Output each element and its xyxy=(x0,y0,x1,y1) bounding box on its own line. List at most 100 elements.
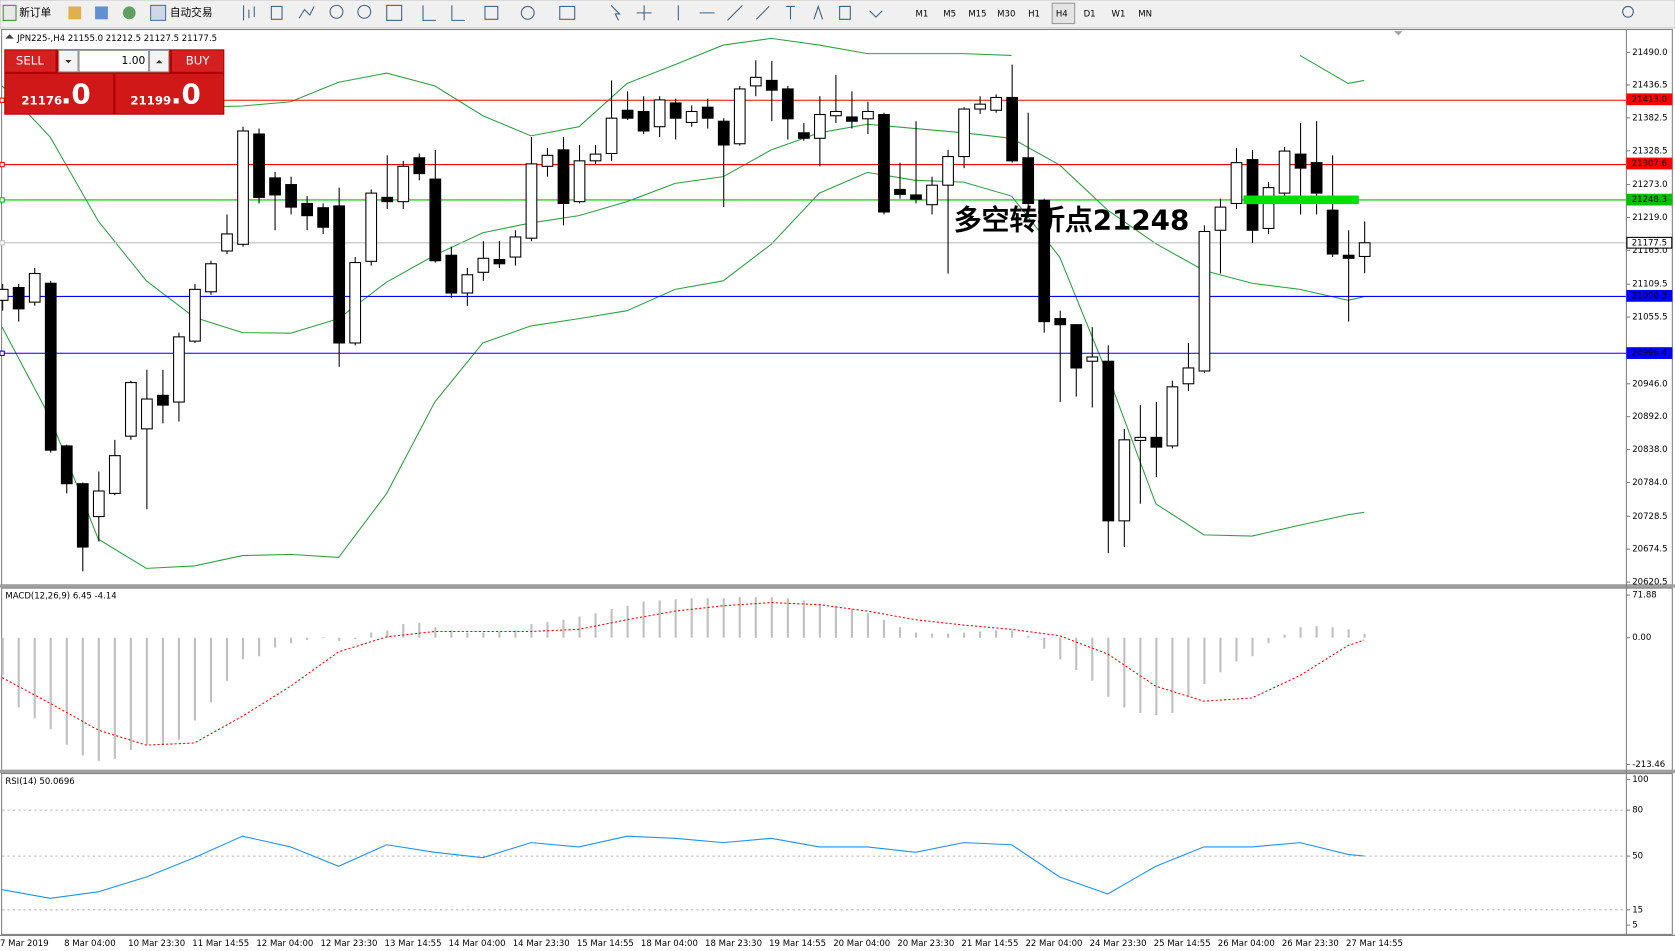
tool-icon[interactable] xyxy=(422,5,465,21)
candle-body xyxy=(1230,162,1243,205)
y-tick-label: 20674.5 xyxy=(1632,545,1667,555)
candle-body xyxy=(1134,436,1147,441)
sell-price-button[interactable] xyxy=(5,73,114,114)
panel-icon xyxy=(5,34,14,39)
panel-separator xyxy=(0,584,1675,588)
x-tick-label: 13 Mar 14:55 xyxy=(385,939,442,949)
candle-body xyxy=(413,157,426,175)
candle-body xyxy=(1086,356,1099,362)
pivot-marker xyxy=(1243,195,1359,205)
bid-pips[interactable]: .0 xyxy=(61,77,91,110)
x-tick-label: 24 Mar 23:30 xyxy=(1090,939,1147,949)
candle-body xyxy=(765,79,778,91)
x-tick-label: 25 Mar 14:55 xyxy=(1154,939,1211,949)
candle-body xyxy=(1038,199,1051,323)
price-label: 21090.3 xyxy=(1632,291,1667,301)
candle-body xyxy=(797,132,810,139)
timeframe-button[interactable]: H4 xyxy=(1056,9,1068,19)
volume-value[interactable]: 1.00 xyxy=(122,54,146,67)
tool-icon[interactable] xyxy=(122,6,136,20)
tool-icon[interactable] xyxy=(559,5,576,20)
candle-body xyxy=(878,113,890,213)
candle-body xyxy=(1070,324,1083,369)
y-tick-label: 0.00 xyxy=(1632,633,1651,643)
timeframe-button[interactable]: H1 xyxy=(1028,9,1040,19)
tool-icon[interactable] xyxy=(386,4,403,21)
sell-label[interactable]: SELL xyxy=(16,54,44,68)
timeframe-button[interactable]: M5 xyxy=(943,9,956,19)
price-label-box xyxy=(1626,289,1673,302)
candle-body xyxy=(701,106,714,119)
y-tick-label: 21055.5 xyxy=(1632,313,1667,323)
tool-icon[interactable] xyxy=(329,4,344,19)
auto-trading-icon[interactable] xyxy=(150,4,167,21)
y-tick-label: 50 xyxy=(1632,852,1643,862)
toolbar xyxy=(0,0,1675,29)
x-tick-label: 12 Mar 23:30 xyxy=(320,939,377,949)
bollinger-lower xyxy=(1,171,1365,569)
y-tick-label: 20946.0 xyxy=(1632,379,1667,389)
buy-price-button[interactable] xyxy=(115,73,224,114)
x-tick-label: 14 Mar 23:30 xyxy=(513,939,570,949)
line-handle xyxy=(0,350,5,356)
x-tick-label: 27 Mar 14:55 xyxy=(1346,939,1403,949)
y-tick-label: 20620.5 xyxy=(1632,578,1667,588)
tool-icon[interactable] xyxy=(95,6,108,20)
timeframe-button[interactable]: M15 xyxy=(968,9,986,19)
sell-button[interactable] xyxy=(5,50,56,72)
price-label-box xyxy=(1626,157,1673,170)
new-order-icon[interactable] xyxy=(2,4,17,21)
candle-body xyxy=(108,455,121,494)
timeframe-button[interactable]: MN xyxy=(1138,9,1152,19)
macd-signal xyxy=(1,602,1365,746)
new-order-button[interactable]: 新订单 xyxy=(19,6,51,19)
tool-icon[interactable] xyxy=(68,6,82,20)
shift-marker xyxy=(1394,31,1403,36)
tool-icon[interactable] xyxy=(298,6,315,19)
candle-body xyxy=(1006,96,1019,162)
x-tick-label: 18 Mar 23:30 xyxy=(705,939,762,949)
bid-price[interactable]: 21176 xyxy=(21,93,62,107)
candle-body xyxy=(12,286,25,310)
candle-body xyxy=(1118,439,1131,522)
tool-icon[interactable] xyxy=(357,4,372,19)
y-tick-label: 20784.0 xyxy=(1632,478,1667,488)
timeframe-button[interactable]: M1 xyxy=(915,9,928,19)
timeframe-button[interactable]: D1 xyxy=(1084,9,1096,19)
y-tick-label: 5 xyxy=(1632,921,1637,931)
auto-trading-button[interactable]: 自动交易 xyxy=(170,6,213,19)
candle-body xyxy=(0,288,9,301)
candle-body xyxy=(1054,318,1067,326)
candle-body xyxy=(76,483,89,548)
tool-icon[interactable] xyxy=(484,5,499,20)
tool-icon[interactable] xyxy=(270,5,283,20)
y-tick-label: 21328.5 xyxy=(1632,146,1667,156)
buy-button[interactable] xyxy=(171,50,224,72)
price-label: 20996.4 xyxy=(1632,349,1667,359)
selected-timeframe[interactable] xyxy=(1051,2,1076,25)
timeframe-button[interactable]: W1 xyxy=(1112,9,1126,19)
candle-body xyxy=(189,288,201,342)
chart-tools[interactable] xyxy=(243,4,883,21)
ask-price[interactable]: 21199 xyxy=(130,93,171,107)
volume-input[interactable] xyxy=(78,49,150,73)
line-handle xyxy=(0,240,5,246)
buy-label[interactable]: BUY xyxy=(186,54,211,68)
candle-body xyxy=(894,188,906,195)
timeframe-button[interactable]: M30 xyxy=(997,9,1015,19)
y-tick-label: 21109.5 xyxy=(1632,280,1667,290)
search-icon[interactable] xyxy=(1622,5,1634,18)
indicator-title: MACD(12,26,9) 6.45 -4.14 xyxy=(5,592,116,602)
tool-icon[interactable] xyxy=(610,4,883,21)
tool-icon[interactable] xyxy=(243,5,255,21)
candle-body xyxy=(781,88,794,120)
y-tick-label: 21165.0 xyxy=(1632,246,1667,256)
candle-body xyxy=(621,109,634,119)
candle-body xyxy=(1102,360,1115,522)
y-tick-label: 21273.0 xyxy=(1632,180,1667,190)
candle-body xyxy=(1358,242,1371,258)
candle-body xyxy=(830,110,842,117)
ask-pips[interactable]: .0 xyxy=(171,77,201,110)
price-label-box xyxy=(1626,93,1673,106)
tool-icon[interactable] xyxy=(520,5,535,20)
